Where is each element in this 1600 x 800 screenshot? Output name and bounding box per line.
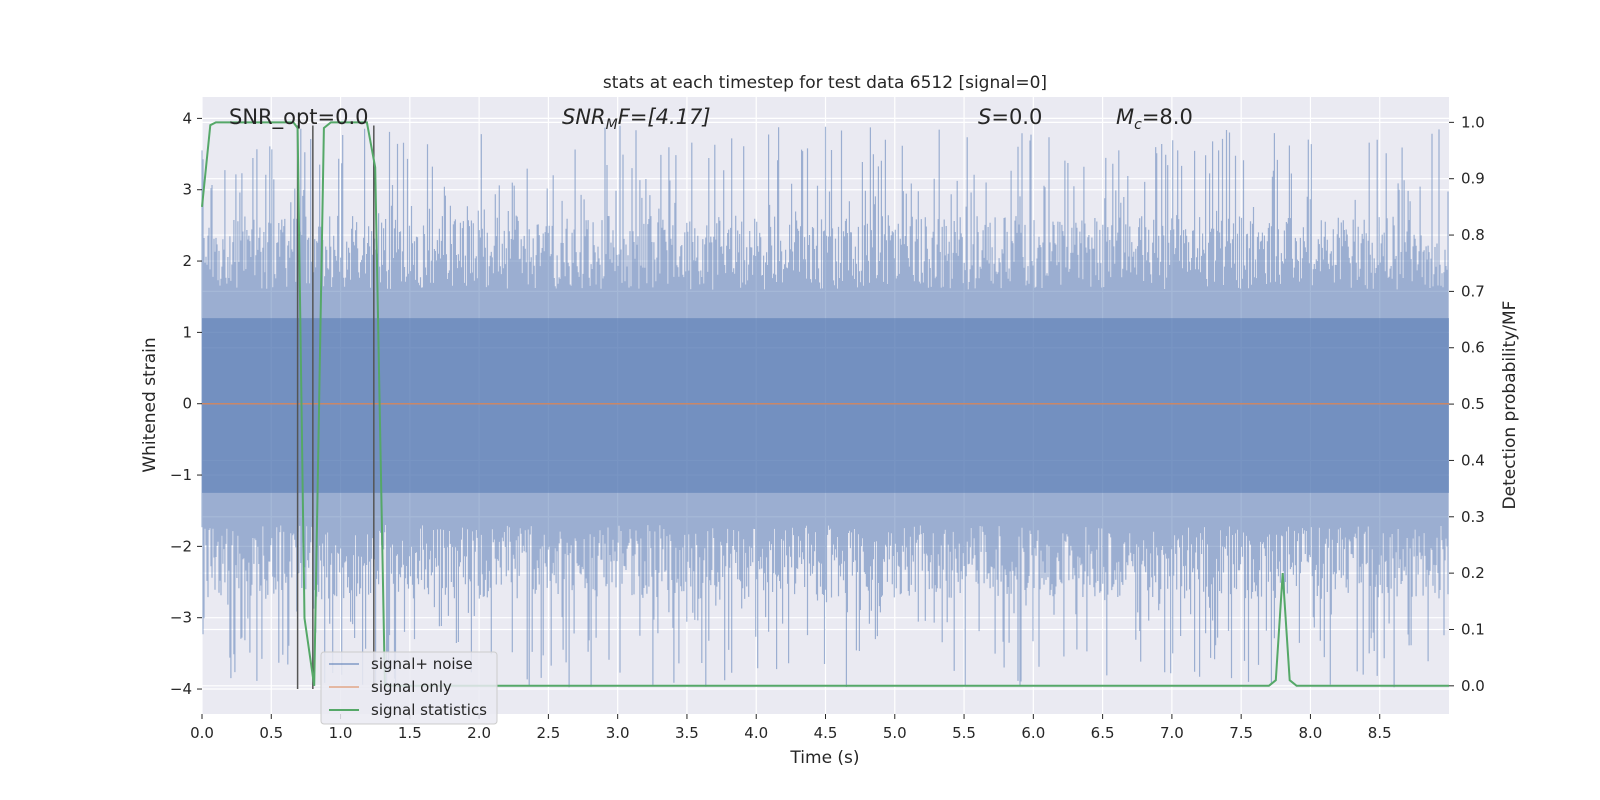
signal-noise-core-band: [202, 318, 1449, 493]
x-tick-label: 3.5: [675, 724, 699, 742]
y-tick-label-left: −3: [170, 609, 192, 627]
x-tick-label: 5.0: [883, 724, 907, 742]
y-tick-label-right: 0.8: [1461, 226, 1485, 244]
x-tick-label: 0.5: [259, 724, 283, 742]
y-tick-label-right: 1.0: [1461, 113, 1485, 131]
y-tick-label-left: 1: [182, 323, 192, 341]
legend-label-signal-noise: signal+ noise: [371, 655, 473, 673]
annotation-s: S=0.0: [978, 105, 1042, 129]
signal-noise-series: [201, 125, 1449, 688]
x-tick-label: 6.0: [1021, 724, 1045, 742]
y-tick-label-left: 4: [182, 109, 192, 127]
y-tick-label-right: 0.7: [1461, 282, 1485, 300]
y-tick-label-right: 0.3: [1461, 508, 1485, 526]
y-tick-label-left: −2: [170, 537, 192, 555]
y-tick-label-right: 0.9: [1461, 170, 1485, 188]
y-tick-labels-right: 1.0 0.9 0.8 0.7 0.6 0.5 0.4 0.3 0.2 0.1 0.0: [1449, 113, 1485, 695]
x-tick-label: 0.0: [190, 724, 214, 742]
x-tick-label: 1.0: [329, 724, 353, 742]
x-tick-label: 2.0: [467, 724, 491, 742]
legend-label-signal-only: signal only: [371, 678, 452, 696]
signal-statistics-line: [201, 121, 1449, 687]
y-tick-label-left: 0: [182, 395, 192, 413]
x-tick-label: 8.5: [1368, 724, 1392, 742]
y-axis-label-right: Detection probability/MF: [1500, 301, 1520, 510]
x-tick-label: 1.5: [398, 724, 422, 742]
y-tick-label-right: 0.4: [1461, 451, 1485, 469]
y-tick-label-left: 2: [182, 252, 192, 270]
annotation-mc: Mc=8.0: [1116, 105, 1193, 133]
legend-box: [320, 651, 498, 725]
y-tick-label-left: 3: [182, 181, 192, 199]
y-axis-label-left: Whitened strain: [140, 337, 160, 472]
x-axis-label: Time (s): [789, 748, 859, 768]
annotation-snr-opt: SNR_opt=0.0: [229, 105, 369, 130]
x-tick-label: 2.5: [536, 724, 560, 742]
x-tick-label: 4.5: [814, 724, 838, 742]
y-tick-label-right: 0.6: [1461, 339, 1485, 357]
y-tick-label-right: 0.1: [1461, 620, 1485, 638]
x-tick-label: 7.5: [1229, 724, 1253, 742]
y-tick-label-right: 0.2: [1461, 564, 1485, 582]
x-tick-label: 6.5: [1091, 724, 1115, 742]
chart-title: stats at each timestep for test data 651…: [603, 73, 1047, 93]
y-tick-label-right: 0.0: [1461, 677, 1485, 695]
legend: signal+ noise signal only signal statist…: [320, 651, 498, 725]
x-tick-label: 7.0: [1160, 724, 1184, 742]
x-tick-labels: 0.0 0.5 1.0 1.5 2.0 2.5 3.0 3.5 4.0 4.5 5.0 5.5 6.0 6…: [190, 714, 1392, 742]
x-tick-label: 8.0: [1299, 724, 1323, 742]
y-tick-label-right: 0.5: [1461, 395, 1485, 413]
x-tick-label: 3.0: [606, 724, 630, 742]
legend-label-signal-statistics: signal statistics: [371, 701, 487, 719]
annotation-snr-mf: SNRMF=[4.17]: [562, 105, 711, 133]
y-tick-labels-left: 4 3 2 1 0 −1 −2 −3 −4: [170, 109, 202, 698]
x-tick-label: 4.0: [744, 724, 768, 742]
x-tick-label: 5.5: [952, 724, 976, 742]
vertical-markers: [296, 125, 375, 690]
y-tick-label-left: −1: [170, 466, 192, 484]
y-tick-label-left: −4: [170, 680, 192, 698]
